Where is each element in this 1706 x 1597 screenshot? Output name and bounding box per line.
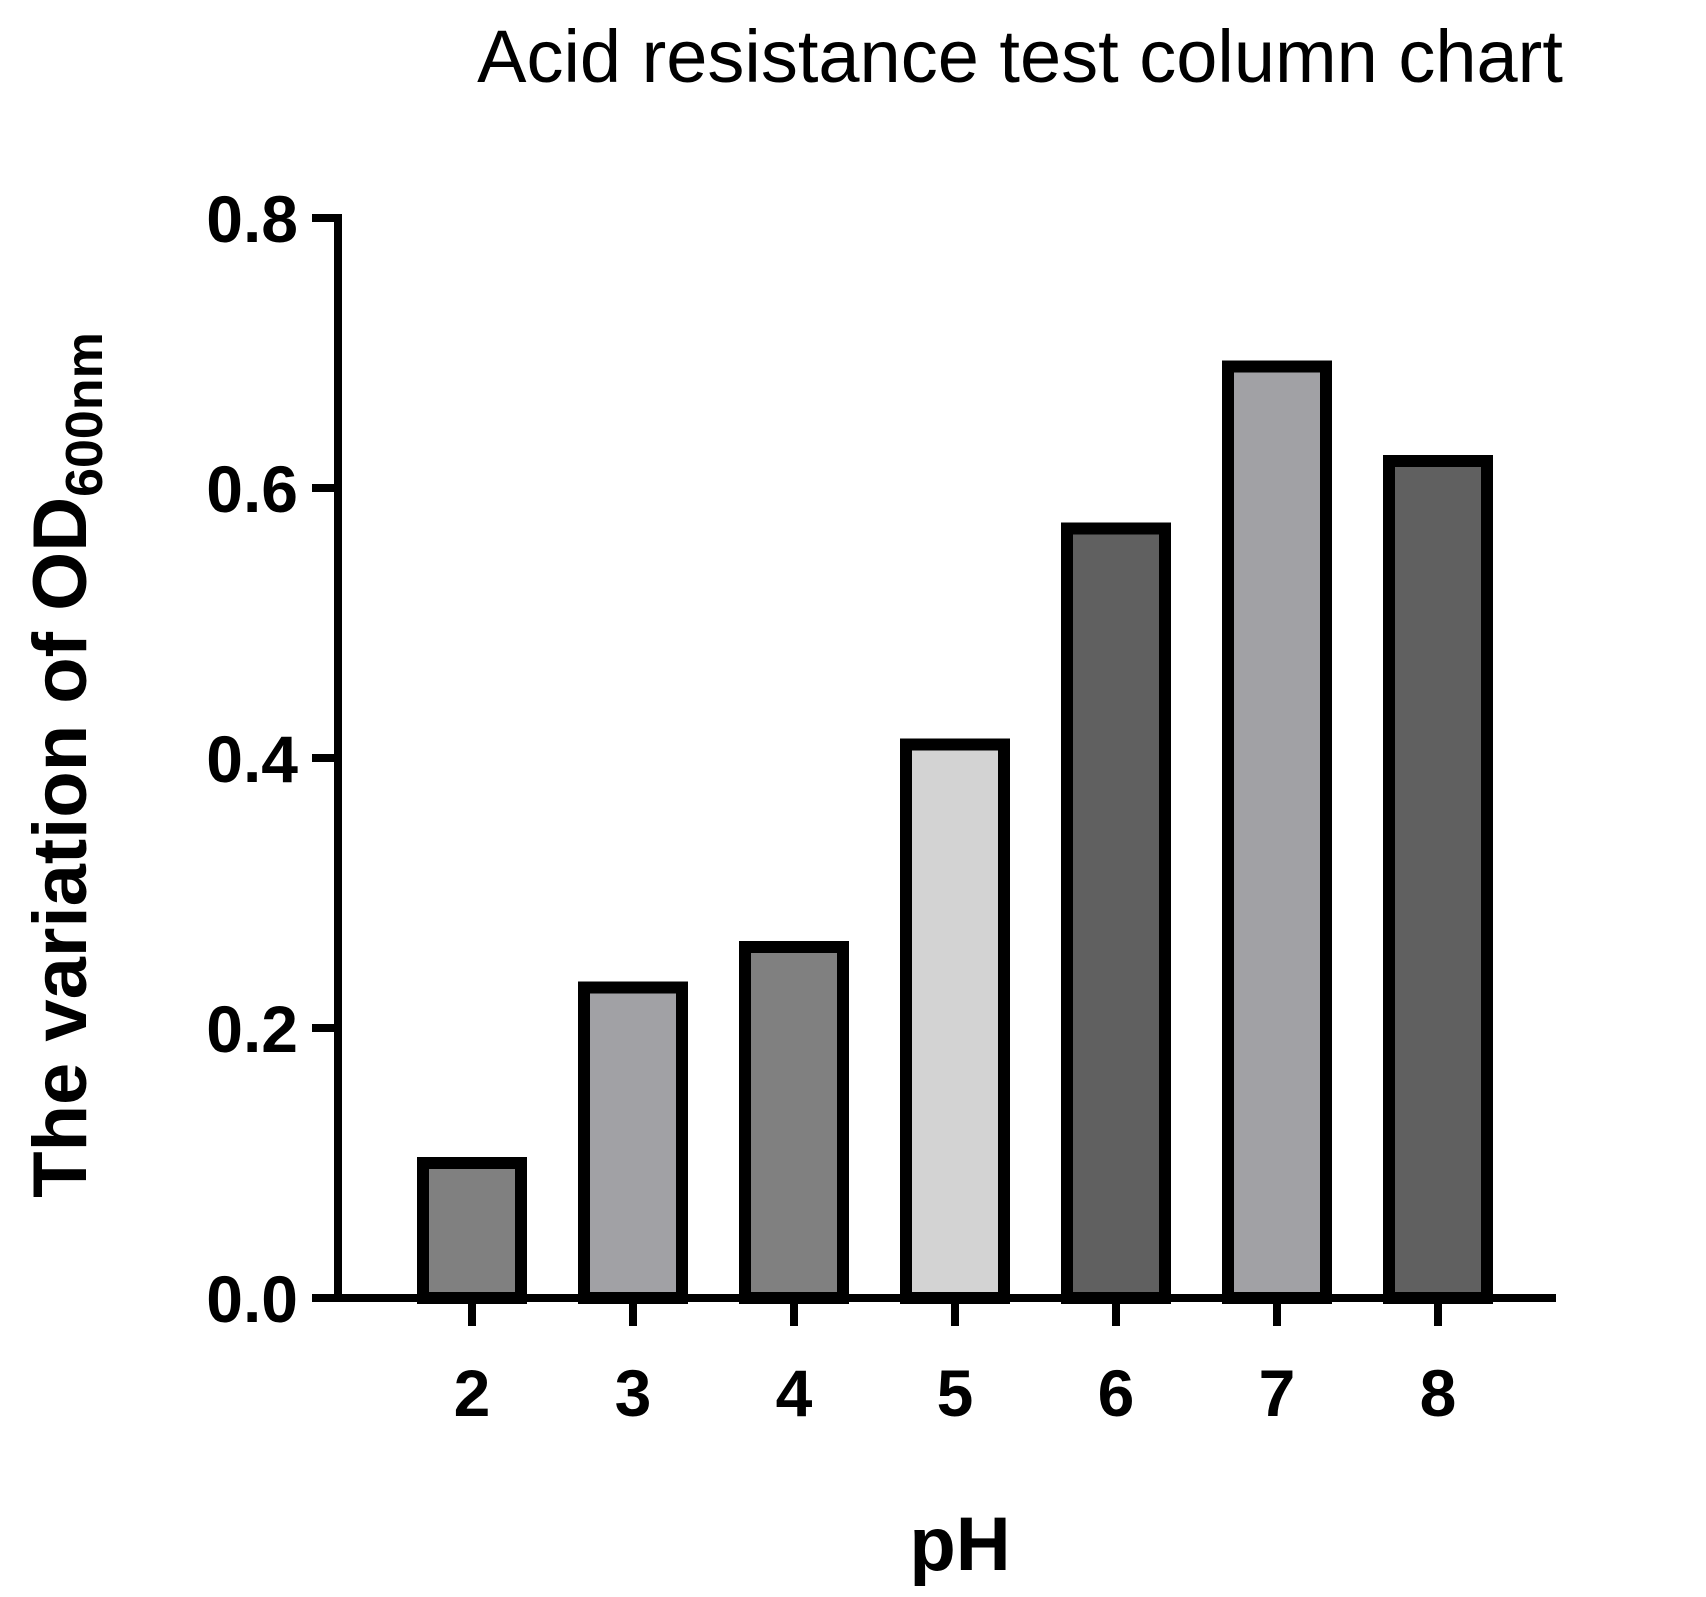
y-axis-label-main: The variation of OD	[18, 497, 103, 1198]
y-axis-label: The variation of OD600nm	[18, 332, 114, 1198]
x-tick-label: 3	[615, 1356, 652, 1430]
y-ticks: 0.0 0.2 0.4 0.6 0.8	[206, 182, 338, 1336]
y-tick-label: 0.2	[206, 992, 298, 1066]
y-tick-label: 0.0	[206, 1262, 298, 1336]
bar-ph-7	[1222, 360, 1332, 1304]
y-axis-label-subscript: 600nm	[56, 332, 114, 497]
x-tick-label: 5	[937, 1356, 974, 1430]
bar-ph-3	[578, 981, 688, 1304]
bars-layer	[417, 360, 1493, 1304]
y-tick-label: 0.8	[206, 182, 298, 256]
x-tick-label: 6	[1098, 1356, 1135, 1430]
x-ticks: 2 3 4 5 6 7 8	[454, 1298, 1457, 1430]
x-tick-label: 2	[454, 1356, 491, 1430]
bar-ph-2	[417, 1157, 527, 1304]
x-tick-label: 7	[1259, 1356, 1296, 1430]
bar-ph-6	[1061, 522, 1171, 1304]
chart-title: Acid resistance test column chart	[477, 15, 1563, 98]
x-axis-label: pH	[909, 1502, 1010, 1587]
x-tick-label: 4	[776, 1356, 813, 1430]
y-tick-label: 0.4	[206, 722, 298, 796]
bar-ph-8	[1383, 455, 1493, 1304]
y-tick-label: 0.6	[206, 452, 298, 526]
bar-ph-5	[900, 738, 1010, 1304]
x-tick-label: 8	[1420, 1356, 1457, 1430]
bar-ph-4	[739, 941, 849, 1304]
